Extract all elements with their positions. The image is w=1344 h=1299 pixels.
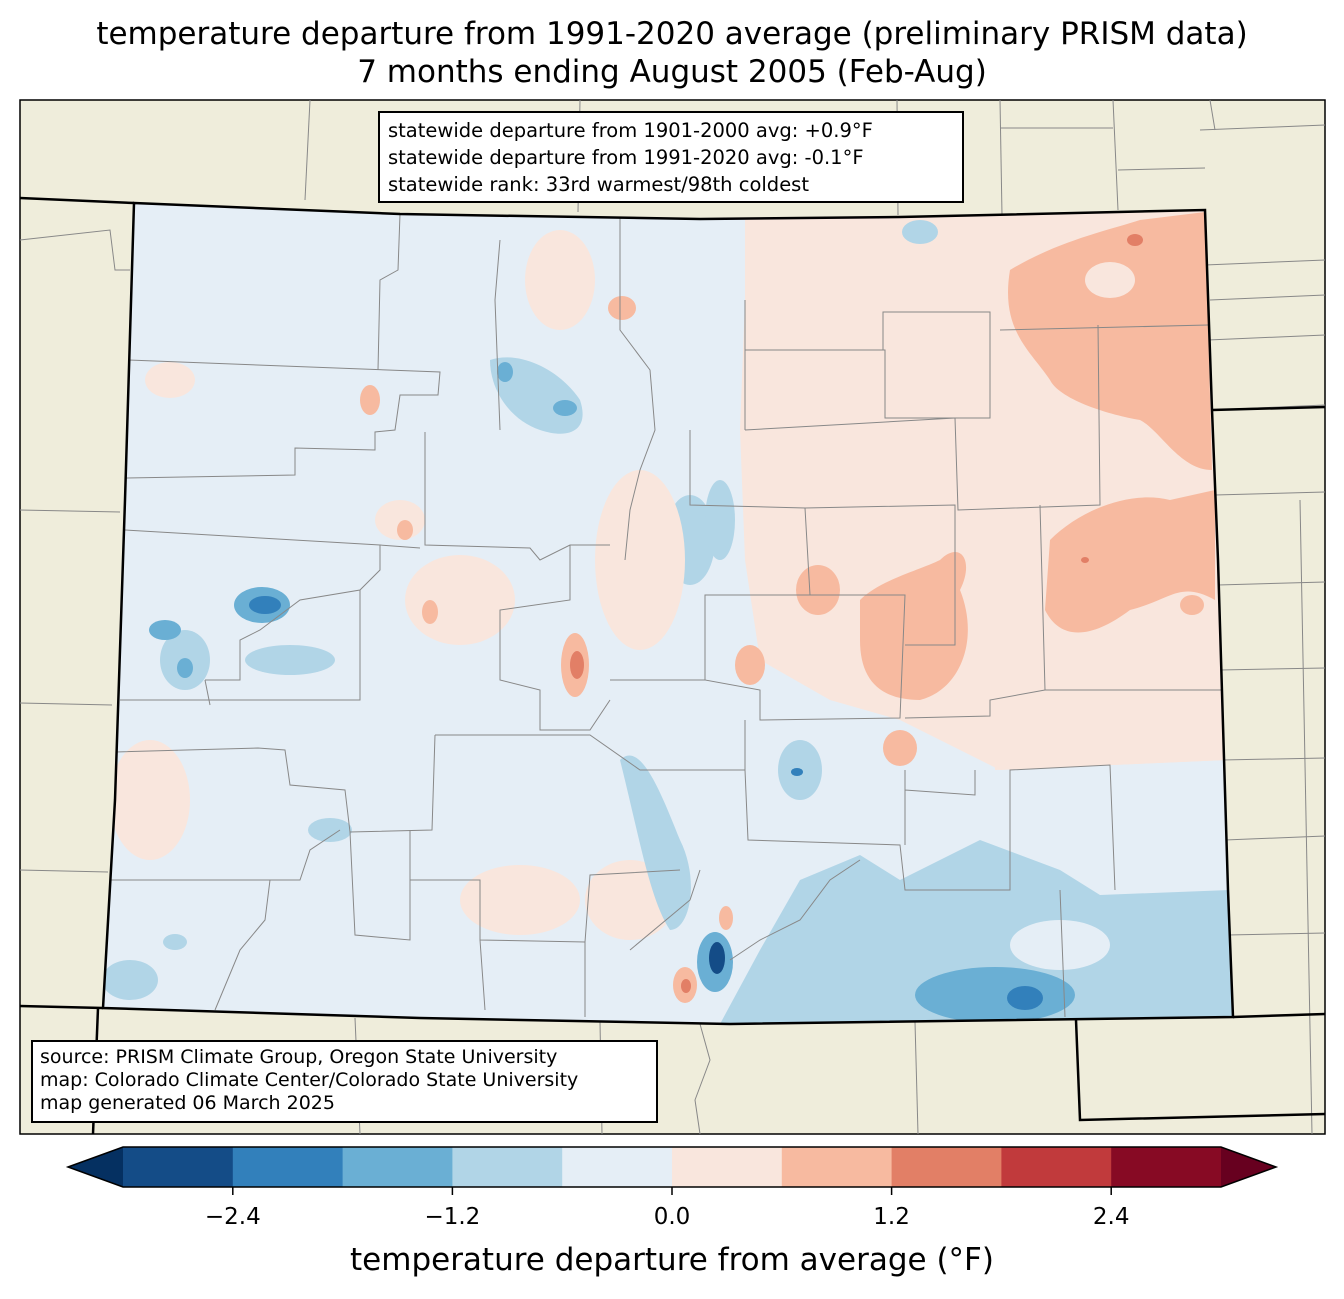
colorbar-segment	[1001, 1147, 1112, 1187]
stats-line-1901-2000: statewide departure from 1901-2000 avg: …	[388, 119, 873, 142]
source-line: source: PRISM Climate Group, Oregon Stat…	[40, 1046, 558, 1068]
colorbar-outline	[65, 1146, 1279, 1188]
map-subtitle: 7 months ending August 2005 (Feb-Aug)	[357, 54, 987, 90]
colorbar-tick-label: 2.4	[1092, 1204, 1130, 1230]
colorado-map	[19, 99, 1326, 1135]
colorbar-tick-label: 0.0	[653, 1204, 691, 1230]
map-credit-line: map: Colorado Climate Center/Colorado St…	[40, 1069, 579, 1091]
colorbar-extend-low	[68, 1147, 123, 1187]
map-title: temperature departure from 1991-2020 ave…	[96, 16, 1248, 52]
colorbar-segment	[123, 1147, 234, 1187]
county-lines	[110, 213, 1225, 1018]
colorbar-segment	[562, 1147, 673, 1187]
colorbar-segment	[452, 1147, 563, 1187]
colorbar-tick-label: −2.4	[204, 1204, 261, 1230]
colorbar-label: temperature departure from average (°F)	[350, 1242, 994, 1278]
colorbar-segment	[891, 1147, 1002, 1187]
colorbar-segment	[1111, 1147, 1222, 1187]
statewide-stats-box: statewide departure from 1901-2000 avg: …	[378, 111, 964, 203]
colorbar-segment	[342, 1147, 453, 1187]
colorbar	[65, 1146, 1279, 1195]
source-box: source: PRISM Climate Group, Oregon Stat…	[31, 1040, 658, 1123]
colorbar-segment	[232, 1147, 344, 1187]
stats-line-1991-2020: statewide departure from 1991-2020 avg: …	[388, 146, 864, 169]
colorbar-segment	[781, 1147, 893, 1187]
colorbar-extend-high	[1221, 1147, 1276, 1187]
colorbar-tick-label: 1.2	[873, 1204, 910, 1230]
colorbar-segment	[672, 1147, 783, 1187]
generated-date-line: map generated 06 March 2025	[40, 1092, 335, 1114]
colorbar-tick-label: −1.2	[424, 1204, 481, 1230]
temperature-anomaly-field	[103, 210, 1233, 1024]
stats-line-rank: statewide rank: 33rd warmest/98th coldes…	[388, 173, 809, 196]
